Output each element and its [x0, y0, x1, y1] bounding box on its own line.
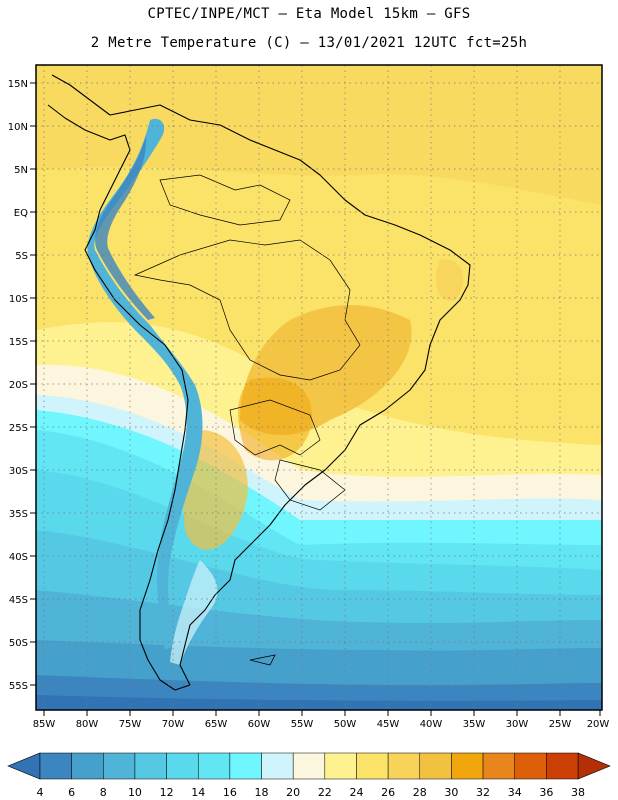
- colorbar-swatch: [546, 752, 579, 780]
- lat-label: 5S: [15, 251, 28, 262]
- colorbar-label: 26: [381, 786, 395, 799]
- colorbar-label: 12: [160, 786, 174, 799]
- lat-axis: [30, 82, 36, 686]
- colorbar-swatch: [166, 752, 199, 780]
- lon-label: 80W: [76, 719, 99, 730]
- colorbar-swatch: [197, 752, 231, 780]
- lat-label: 35S: [9, 509, 28, 520]
- colorbar-swatch: [103, 752, 136, 780]
- colorbar-swatch: [261, 752, 294, 780]
- colorbar-label: 14: [191, 786, 205, 799]
- lat-label: 50S: [9, 638, 28, 649]
- colorbar-swatch: [324, 752, 357, 780]
- lat-label: 15S: [9, 337, 28, 348]
- lon-label: 70W: [162, 719, 185, 730]
- lon-label: 35W: [463, 719, 486, 730]
- colorbar-label: 18: [255, 786, 269, 799]
- map-title-line2: 2 Metre Temperature (C) – 13/01/2021 12U…: [90, 35, 528, 51]
- colorbar-label: 32: [476, 786, 490, 799]
- colorbar: 4 6 8 10 12 14 16 18 20 22 24 26 28 30 32 34 36 38: [7, 752, 611, 799]
- colorbar-swatch: [134, 752, 167, 780]
- lon-axis: [43, 710, 601, 716]
- colorbar-swatch: [39, 752, 72, 780]
- colorbar-label: 8: [100, 786, 107, 799]
- colorbar-label: 22: [318, 786, 332, 799]
- lon-label: 65W: [205, 719, 228, 730]
- lat-label: 55S: [9, 681, 28, 692]
- lat-label: 25S: [9, 423, 28, 434]
- lat-label: 45S: [9, 595, 28, 606]
- lon-label: 30W: [506, 719, 529, 730]
- colorbar-label: 28: [413, 786, 427, 799]
- colorbar-label: 38: [571, 786, 585, 799]
- lon-label: 25W: [549, 719, 572, 730]
- colorbar-label: 24: [349, 786, 363, 799]
- lon-label: 55W: [291, 719, 314, 730]
- colorbar-swatch: [292, 752, 326, 780]
- colorbar-label: 20: [286, 786, 300, 799]
- colorbar-label: 16: [223, 786, 237, 799]
- colorbar-swatch: [387, 752, 421, 780]
- colorbar-swatch: [71, 752, 104, 780]
- graticule: [36, 65, 602, 710]
- colorbar-label: 6: [68, 786, 75, 799]
- lon-label: 85W: [33, 719, 56, 730]
- lon-label: 20W: [587, 719, 610, 730]
- lon-label: 40W: [420, 719, 443, 730]
- colorbar-swatch: [514, 752, 547, 780]
- colorbar-label: 34: [508, 786, 522, 799]
- colorbar-swatch: [356, 752, 389, 780]
- colorbar-label: 4: [37, 786, 44, 799]
- lat-label: 15N: [8, 79, 28, 90]
- map-title-line1: CPTEC/INPE/MCT – Eta Model 15km – GFS: [147, 6, 471, 22]
- lon-label: 45W: [377, 719, 400, 730]
- coastline: [47, 74, 471, 691]
- lon-label: 75W: [119, 719, 142, 730]
- colorbar-label: 30: [444, 786, 458, 799]
- lat-label: 10N: [8, 122, 28, 133]
- lat-label: 10S: [9, 294, 28, 305]
- lat-label: 5N: [14, 165, 28, 176]
- temperature-field: [36, 65, 602, 710]
- colorbar-swatch: [419, 752, 452, 780]
- colorbar-swatch: [451, 752, 484, 780]
- colorbar-low-arrow: [7, 752, 41, 780]
- lat-label: EQ: [14, 208, 28, 219]
- lon-label: 60W: [248, 719, 271, 730]
- colorbar-high-arrow: [577, 752, 611, 780]
- lat-label: 30S: [9, 466, 28, 477]
- lat-label: 40S: [9, 552, 28, 563]
- colorbar-label: 10: [128, 786, 142, 799]
- lon-label: 50W: [334, 719, 357, 730]
- lat-label: 20S: [9, 380, 28, 391]
- colorbar-swatch: [482, 752, 515, 780]
- borders: [133, 239, 361, 381]
- map-frame: [35, 64, 603, 711]
- colorbar-label: 36: [539, 786, 553, 799]
- colorbar-swatch: [229, 752, 262, 780]
